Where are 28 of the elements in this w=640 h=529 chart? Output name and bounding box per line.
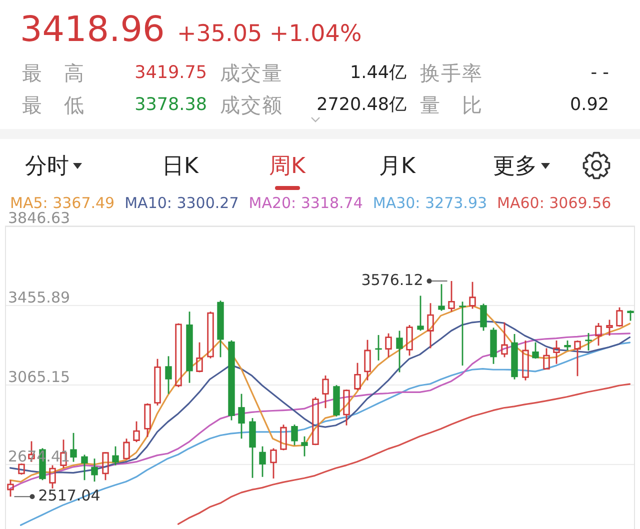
y-tick-label: 3065.15 xyxy=(8,368,70,386)
text: 1.44亿 xyxy=(350,62,407,84)
y-tick-label: 3846.63 xyxy=(8,209,70,227)
text: MA5: 3367.49 xyxy=(10,194,115,212)
chart-subtitle: +35.05 +1.04% xyxy=(177,20,362,48)
text: 0.92 xyxy=(570,94,609,116)
text: 换手率 xyxy=(420,60,482,84)
text: 成交量 xyxy=(220,60,282,84)
annotation: 3576.12 xyxy=(361,270,424,289)
chart-title: 3418.96 xyxy=(20,10,165,50)
text: 更多 xyxy=(493,154,537,180)
text: 最 高 xyxy=(22,60,84,84)
text: MA60: 3069.56 xyxy=(497,194,612,212)
text: MA20: 3318.74 xyxy=(248,194,363,212)
text: 3378.38 xyxy=(134,94,207,116)
text: 日K xyxy=(162,154,198,180)
text: 3419.75 xyxy=(134,62,207,84)
text: MA10: 3300.27 xyxy=(124,194,239,212)
text: 月K xyxy=(379,154,416,180)
text: 周K xyxy=(269,154,306,180)
text: - - xyxy=(590,62,609,84)
text: 成交额 xyxy=(220,92,282,116)
text: MA30: 3273.93 xyxy=(372,194,488,212)
text: 最 低 xyxy=(22,92,84,116)
text: 量 比 xyxy=(420,92,482,116)
y-tick-label: 3455.89 xyxy=(8,288,70,307)
text: 分时 xyxy=(25,154,69,180)
text: 2720.48亿 xyxy=(316,94,407,116)
